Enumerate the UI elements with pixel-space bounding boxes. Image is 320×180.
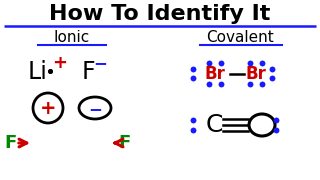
Text: C: C bbox=[205, 113, 223, 137]
Text: −: − bbox=[88, 100, 102, 118]
Text: Ionic: Ionic bbox=[54, 30, 90, 46]
Text: +: + bbox=[40, 98, 56, 118]
Text: F: F bbox=[119, 134, 131, 152]
Text: How To Identify It: How To Identify It bbox=[49, 4, 271, 24]
Text: Br: Br bbox=[245, 65, 267, 83]
Text: Li: Li bbox=[28, 60, 48, 84]
Text: F: F bbox=[4, 134, 16, 152]
Text: Br: Br bbox=[204, 65, 225, 83]
Text: −: − bbox=[93, 54, 107, 72]
Text: F: F bbox=[81, 60, 95, 84]
Text: +: + bbox=[52, 54, 68, 72]
Text: Covalent: Covalent bbox=[206, 30, 274, 46]
